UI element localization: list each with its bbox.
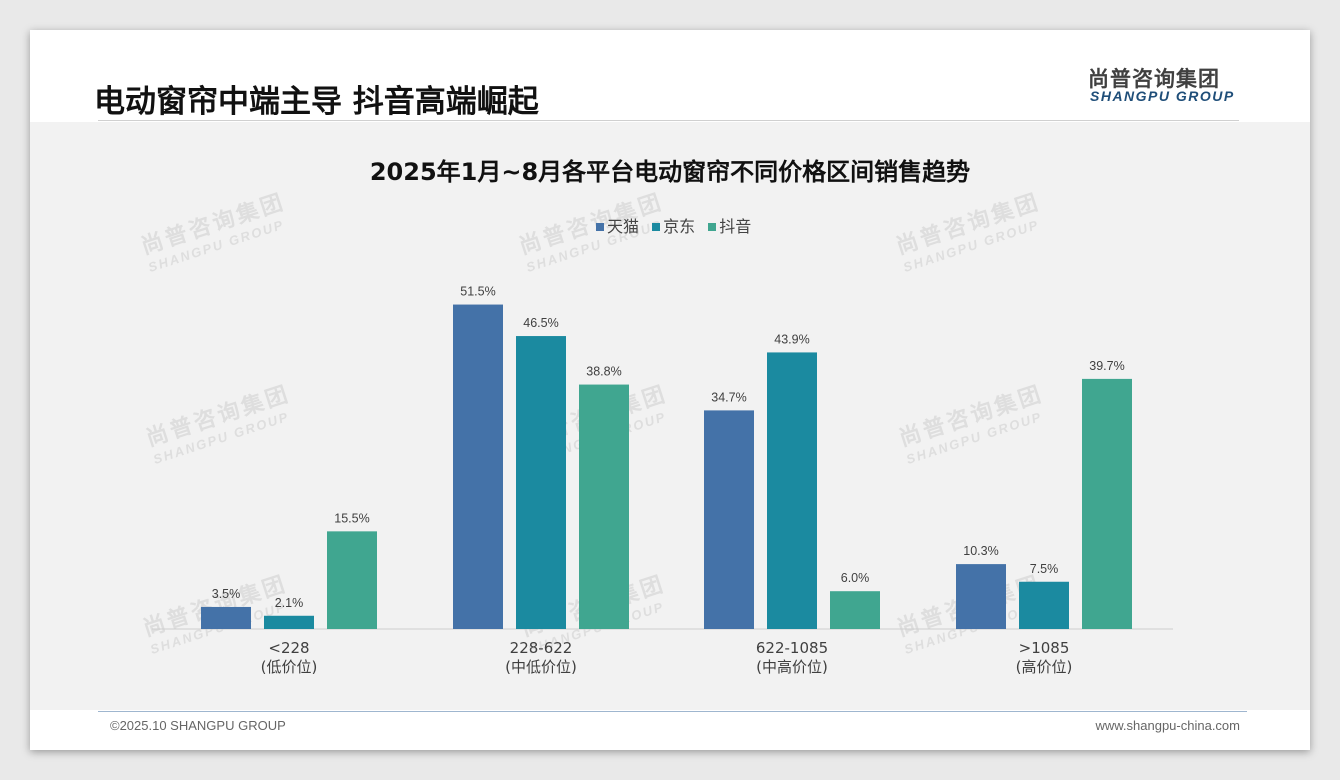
data-label: 7.5% <box>1030 562 1059 576</box>
header-divider <box>98 120 1239 121</box>
x-tick-label: >1085 <box>1019 639 1070 657</box>
x-tick-sublabel: (中高价位) <box>756 658 828 676</box>
bar-抖音-0 <box>327 531 377 629</box>
data-label: 51.5% <box>460 285 495 299</box>
chart-title: 2025年1月~8月各平台电动窗帘不同价格区间销售趋势 <box>369 158 971 186</box>
data-label: 3.5% <box>212 587 241 601</box>
bar-京东-2 <box>767 352 817 629</box>
bar-抖音-2 <box>830 591 880 629</box>
data-label: 2.1% <box>275 596 304 610</box>
data-label: 46.5% <box>523 316 558 330</box>
data-label: 43.9% <box>774 332 809 346</box>
bar-抖音-3 <box>1082 378 1132 629</box>
data-label: 10.3% <box>963 544 998 558</box>
footer-divider <box>98 711 1247 712</box>
bar-京东-3 <box>1019 581 1069 629</box>
bar-chart: 3.5% 2.1% 15.5% <228(低价位) 51.5% 46.5% 38.8% 228… <box>152 285 1173 676</box>
x-tick-sublabel: (高价位) <box>1016 658 1073 676</box>
legend-item-douyin: 抖音 <box>708 213 751 237</box>
legend-swatch <box>596 223 604 231</box>
copyright-text: ©2025.10 SHANGPU GROUP <box>110 718 286 733</box>
data-label: 15.5% <box>334 511 369 525</box>
legend-item-tmall: 天猫 <box>596 213 639 237</box>
bar-天猫-0 <box>201 606 251 629</box>
legend-item-jd: 京东 <box>652 213 695 237</box>
bar-京东-0 <box>264 615 314 629</box>
x-tick-label: 622-1085 <box>756 639 828 657</box>
website-text: www.shangpu-china.com <box>1095 718 1240 733</box>
legend-swatch <box>652 223 661 231</box>
logo-text-cn: 尚普咨询集团 <box>1088 67 1220 91</box>
x-tick-label: 228-622 <box>510 639 573 657</box>
bar-天猫-3 <box>956 564 1006 629</box>
bar-抖音-1 <box>579 384 629 629</box>
data-label: 6.0% <box>841 571 870 585</box>
bar-天猫-1 <box>453 304 503 629</box>
x-tick-label: <228 <box>268 639 309 657</box>
page-title: 电动窗帘中端主导 抖音高端崛起 <box>94 84 539 120</box>
slide: 尚普咨询集团 SHANGPU GROUP 尚普咨询集团 SHANGPU GROUP … <box>30 30 1310 750</box>
bar-天猫-2 <box>704 410 754 629</box>
x-tick-sublabel: (低价位) <box>261 658 318 676</box>
x-tick-sublabel: (中低价位) <box>505 658 577 676</box>
chart-legend: 天猫 京东 抖音 <box>596 213 759 237</box>
data-label: 38.8% <box>586 365 621 379</box>
legend-swatch <box>708 223 717 231</box>
logo-text-en: SHANGPU GROUP <box>1090 88 1235 104</box>
data-label: 34.7% <box>711 390 746 404</box>
data-label: 39.7% <box>1089 359 1124 373</box>
bar-京东-1 <box>516 336 566 629</box>
